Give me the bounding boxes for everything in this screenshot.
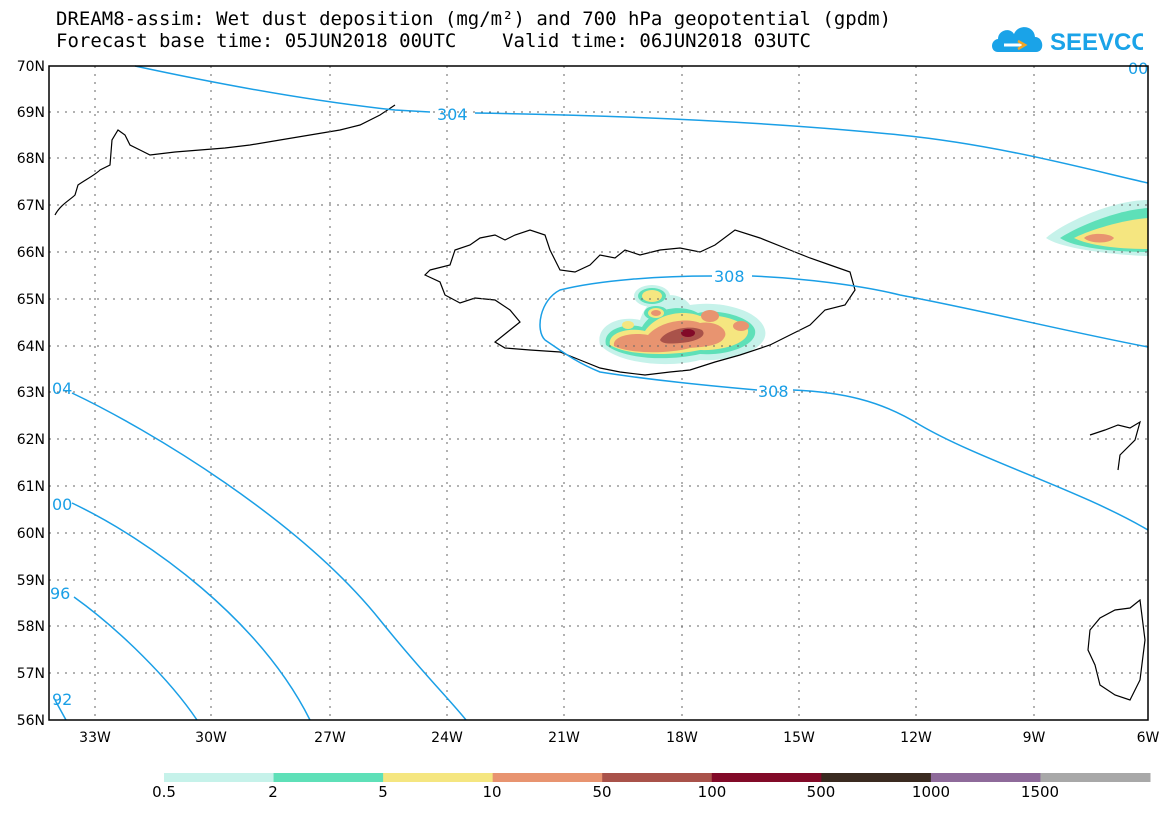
colorbar-swatch bbox=[821, 773, 932, 782]
map-frame bbox=[48, 65, 1149, 721]
iceland-coast bbox=[423, 229, 856, 376]
svg-text:92: 92 bbox=[52, 690, 72, 709]
colorbar-tick: 2 bbox=[268, 783, 278, 801]
colorbar-swatch bbox=[273, 773, 384, 782]
lat-label: 61N bbox=[17, 479, 45, 495]
colorbar-tick: 0.5 bbox=[152, 783, 176, 801]
dust-band-10 bbox=[701, 310, 719, 322]
map-title-line2: Forecast base time: 05JUN2018 00UTC Vali… bbox=[56, 30, 811, 52]
svg-text:96: 96 bbox=[50, 584, 70, 603]
contour-labels: 304 308 308 04 00 96 92 00 bbox=[50, 59, 1148, 709]
dust-band-50 bbox=[681, 329, 695, 337]
colorbar-swatch bbox=[711, 773, 822, 782]
cloud-icon bbox=[992, 27, 1043, 52]
lat-label: 64N bbox=[17, 339, 45, 355]
lat-label: 56N bbox=[17, 713, 45, 729]
greenland-coast bbox=[54, 104, 396, 216]
gridlines bbox=[49, 66, 1148, 720]
lat-label: 60N bbox=[17, 526, 45, 542]
svg-text:00: 00 bbox=[52, 495, 72, 514]
colorbar-tick: 5 bbox=[378, 783, 388, 801]
contour-292 bbox=[54, 699, 67, 721]
latitude-axis: 70N 69N 68N 67N 66N 65N 64N 63N 62N 61N … bbox=[17, 59, 45, 729]
lat-label: 59N bbox=[17, 573, 45, 589]
lat-label: 66N bbox=[17, 245, 45, 261]
lat-label: 63N bbox=[17, 385, 45, 401]
lat-label: 57N bbox=[17, 666, 45, 682]
colorbar-tick: 1500 bbox=[1020, 783, 1060, 801]
scotland-coast bbox=[1087, 598, 1146, 701]
lon-label: 15W bbox=[783, 730, 815, 746]
geopotential-contours bbox=[54, 65, 1149, 721]
svg-text:00: 00 bbox=[1128, 59, 1148, 78]
contour-308 bbox=[539, 275, 1149, 531]
colorbar-swatch bbox=[383, 773, 494, 782]
lat-label: 69N bbox=[17, 105, 45, 121]
dust-band-10 bbox=[651, 310, 661, 316]
svg-text:04: 04 bbox=[52, 379, 72, 398]
colorbar-tick: 1000 bbox=[911, 783, 951, 801]
dust-shading-iceland bbox=[599, 285, 766, 365]
seevccc-logo: SEEVCCC bbox=[992, 27, 1143, 56]
coastlines bbox=[54, 104, 1146, 701]
lat-label: 68N bbox=[17, 151, 45, 167]
colorbar bbox=[164, 773, 1151, 782]
lat-label: 70N bbox=[17, 59, 45, 75]
lat-label: 65N bbox=[17, 292, 45, 308]
contour-296 bbox=[73, 596, 198, 721]
dust-band-5 bbox=[622, 321, 634, 329]
lat-label: 62N bbox=[17, 432, 45, 448]
colorbar-swatch bbox=[164, 773, 275, 782]
logo-text: SEEVCCC bbox=[1050, 29, 1143, 56]
dust-band-10 bbox=[733, 321, 749, 331]
longitude-axis: 33W 30W 27W 24W 21W 18W 15W 12W 9W 6W bbox=[79, 730, 1159, 746]
lon-label: 30W bbox=[195, 730, 227, 746]
colorbar-tick: 50 bbox=[592, 783, 612, 801]
colorbar-tick: 100 bbox=[697, 783, 727, 801]
lon-label: 33W bbox=[79, 730, 111, 746]
svg-text:308: 308 bbox=[758, 382, 789, 401]
lon-label: 6W bbox=[1137, 730, 1160, 746]
dust-shading-east bbox=[1046, 200, 1148, 256]
map-title-line1: DREAM8-assim: Wet dust deposition (mg/m²… bbox=[56, 8, 892, 30]
dust-band-5 bbox=[642, 290, 662, 302]
contour-304 bbox=[134, 65, 1149, 184]
lat-label: 58N bbox=[17, 619, 45, 635]
lon-label: 18W bbox=[666, 730, 698, 746]
lon-label: 24W bbox=[431, 730, 463, 746]
colorbar-swatch bbox=[930, 773, 1041, 782]
lon-label: 27W bbox=[314, 730, 346, 746]
norway-coast bbox=[1089, 420, 1141, 471]
contour-304-sw bbox=[71, 392, 467, 721]
svg-text:304: 304 bbox=[437, 105, 468, 124]
colorbar-swatch bbox=[1040, 773, 1151, 782]
lon-label: 12W bbox=[900, 730, 932, 746]
svg-text:308: 308 bbox=[714, 267, 745, 286]
colorbar-swatch bbox=[492, 773, 603, 782]
colorbar-tick: 10 bbox=[482, 783, 502, 801]
lon-label: 21W bbox=[548, 730, 580, 746]
colorbar-tick: 500 bbox=[806, 783, 836, 801]
contour-300 bbox=[71, 502, 311, 721]
colorbar-swatch bbox=[602, 773, 713, 782]
lon-label: 9W bbox=[1023, 730, 1046, 746]
lat-label: 67N bbox=[17, 198, 45, 214]
